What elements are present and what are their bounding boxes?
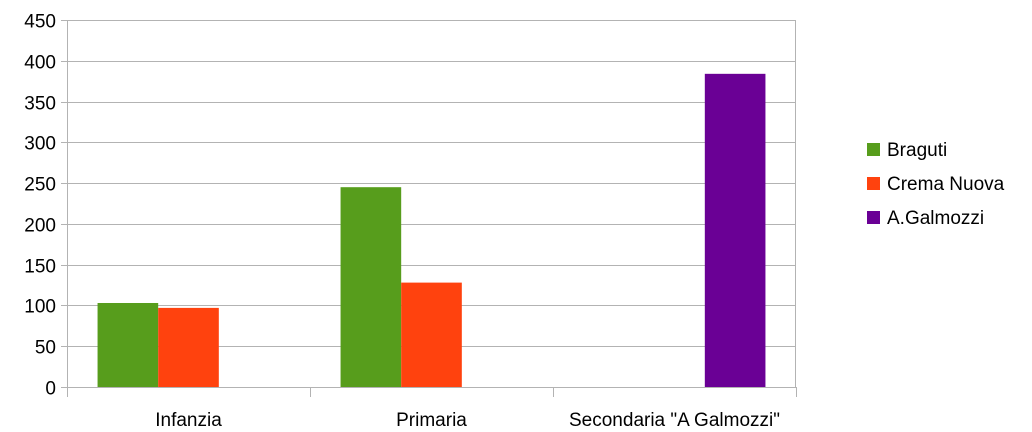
axes: [67, 20, 797, 397]
plot-frame: [67, 20, 796, 388]
bar-crema-nuova-0: [158, 307, 219, 387]
legend: Braguti Crema Nuova A.Galmozzi: [867, 140, 1005, 229]
bar-crema-nuova-1: [401, 282, 462, 387]
y-tick-labels: 0 50 100 150 200 250 300 350 400 450: [24, 12, 56, 400]
legend-swatch: [867, 143, 880, 156]
x-tick-label: Secondaria "A Galmozzi": [569, 410, 780, 431]
y-tick-label: 50: [35, 338, 56, 359]
y-tick-label: 100: [24, 297, 56, 318]
y-tick-label: 300: [24, 134, 56, 155]
y-tick-label: 0: [45, 379, 56, 400]
y-tick-label: 400: [24, 53, 56, 74]
y-tick-label: 150: [24, 257, 56, 278]
bars: [97, 73, 766, 388]
legend-label: A.Galmozzi: [887, 208, 984, 229]
bar-braguti-1: [340, 187, 402, 387]
x-tick-label: Infanzia: [155, 410, 222, 431]
y-tick-label: 200: [24, 216, 56, 237]
legend-swatch: [867, 211, 880, 224]
legend-swatch: [867, 177, 880, 190]
x-tick-labels: Infanzia Primaria Secondaria "A Galmozzi": [155, 410, 780, 431]
legend-label: Braguti: [887, 140, 947, 161]
x-tick-label: Primaria: [396, 410, 467, 431]
y-tick-label: 450: [24, 12, 56, 33]
bar-a-galmozzi-2: [704, 73, 766, 388]
bar-braguti-0: [97, 302, 159, 387]
legend-label: Crema Nuova: [887, 174, 1005, 195]
y-tick-label: 250: [24, 175, 56, 196]
y-tick-label: 350: [24, 94, 56, 115]
